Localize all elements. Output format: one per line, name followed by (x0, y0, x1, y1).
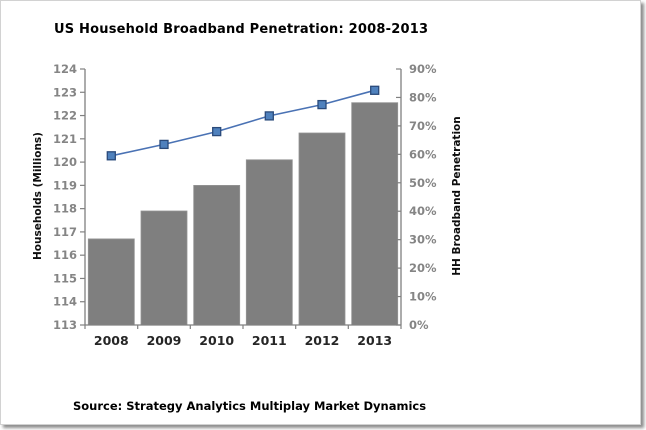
right-axis-tick-label: 20% (409, 261, 437, 275)
penetration-marker-2010 (212, 126, 222, 137)
source-note: Source: Strategy Analytics Multiplay Mar… (73, 399, 427, 413)
left-axis-tick-label: 113 (53, 318, 77, 332)
penetration-marker-2013 (370, 85, 380, 95)
right-axis-tick-label: 80% (409, 90, 437, 104)
right-axis-tick-label: 0% (409, 318, 429, 332)
right-axis-tick-label: 90% (409, 62, 437, 76)
left-axis-tick-label: 124 (53, 62, 77, 76)
left-axis-tick-label: 116 (53, 248, 77, 262)
chart-title: US Household Broadband Penetration: 2008… (54, 22, 429, 37)
right-axis-tick-label: 60% (409, 147, 437, 161)
category-label-2013: 2013 (357, 333, 392, 348)
right-axis-tick-label: 10% (409, 290, 437, 304)
penetration-marker-2011 (264, 111, 274, 121)
penetration-marker-2012 (317, 99, 327, 110)
category-label-2012: 2012 (305, 333, 340, 348)
left-axis-tick-label: 120 (53, 155, 77, 169)
penetration-marker-2009 (159, 139, 169, 150)
left-axis-tick-label: 123 (53, 85, 77, 99)
left-axis-tick-label: 114 (53, 295, 77, 309)
right-axis-tick-label: 70% (409, 119, 437, 133)
left-axis-tick-label: 119 (53, 178, 77, 192)
bar-2008 (87, 238, 135, 326)
right-axis-tick-label: 40% (409, 204, 437, 218)
category-label-2011: 2011 (252, 333, 287, 348)
bar-2012 (298, 132, 346, 326)
right-axis-tick-label: 50% (409, 176, 437, 190)
right-axis-tick-label: 30% (409, 233, 437, 247)
left-axis-tick-label: 118 (53, 202, 77, 216)
bar-2011 (245, 159, 293, 326)
bar-2010 (193, 184, 241, 326)
category-label-2008: 2008 (94, 333, 129, 348)
left-axis-tick-label: 117 (53, 225, 77, 239)
left-axis-tick-label: 115 (53, 271, 77, 285)
penetration-line (111, 89, 375, 157)
category-label-2010: 2010 (199, 333, 234, 348)
penetration-marker-2008 (106, 151, 116, 161)
bar-2009 (140, 210, 188, 326)
category-label-2009: 2009 (147, 333, 182, 348)
left-axis-tick-label: 122 (53, 109, 77, 123)
bar-2013 (351, 102, 399, 326)
left-axis-tick-label: 121 (53, 132, 77, 146)
